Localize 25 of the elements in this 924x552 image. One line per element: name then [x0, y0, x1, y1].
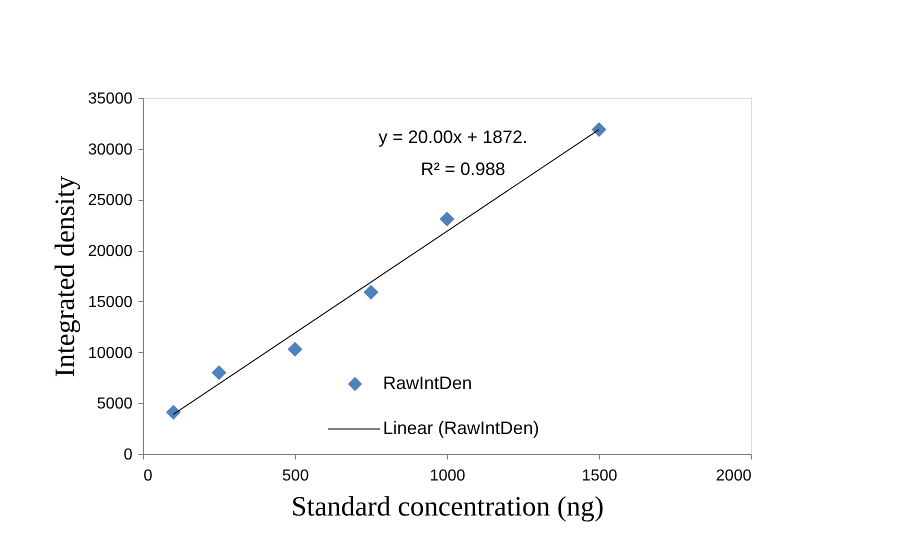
y-tick-label: 0 [124, 446, 133, 464]
x-tick-label: 2000 [716, 468, 752, 484]
x-tick-label: 500 [282, 468, 309, 484]
x-tick-label: 0 [144, 468, 152, 484]
x-tick-label: 1500 [582, 468, 618, 484]
y-tick-label: 35000 [88, 90, 133, 108]
y-tick-label: 15000 [88, 294, 133, 311]
y-tick-label: 30000 [88, 141, 133, 158]
y-tick-label: 20000 [88, 243, 133, 260]
annotation: y = 20.00x + 1872. [378, 127, 528, 147]
x-axis-title: Standard concentration (ng) [291, 492, 604, 522]
point [212, 365, 226, 380]
x-tick-label: 1000 [430, 468, 466, 484]
point [440, 212, 454, 226]
y-tick-label: 5000 [96, 396, 133, 413]
point [288, 342, 302, 357]
legend-label: Linear (RawIntDen) [383, 418, 540, 438]
legend-label: RawIntDen [383, 373, 472, 393]
point [592, 122, 606, 137]
y-tick-label: 25000 [88, 192, 133, 210]
point [166, 404, 181, 420]
y-tick-label: 10000 [88, 344, 133, 362]
y-axis-title: Integrated density [50, 176, 82, 378]
annotation: R² = 0.988 [420, 159, 506, 179]
point [364, 284, 378, 300]
